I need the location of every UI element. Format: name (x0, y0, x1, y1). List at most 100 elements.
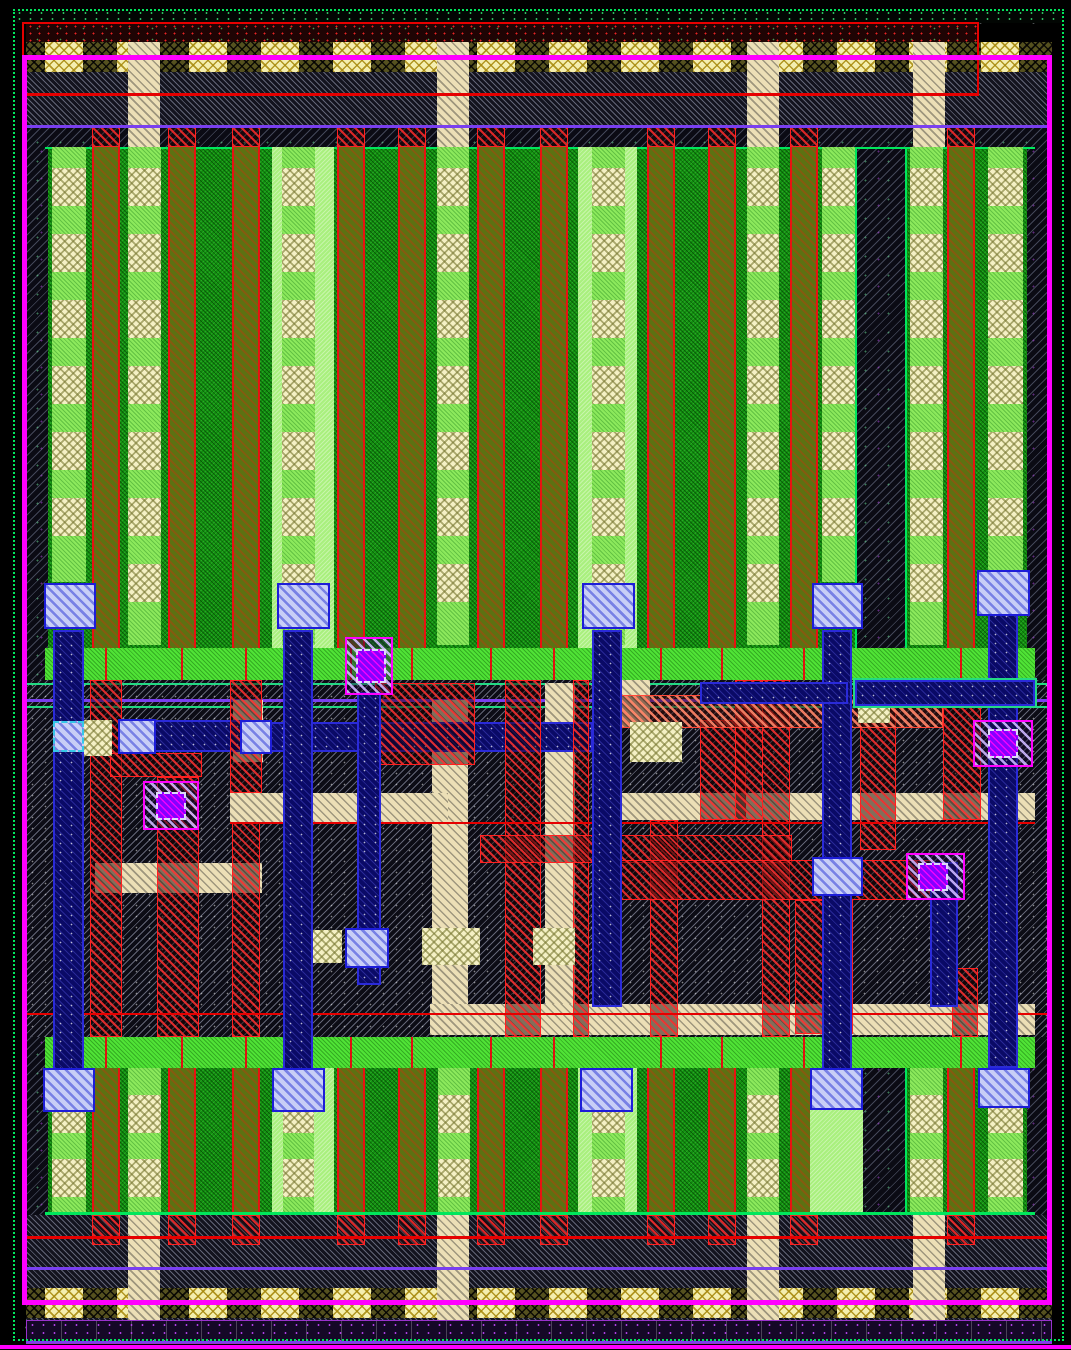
diffusion-contact[interactable] (128, 564, 161, 602)
boundary-poly-band[interactable] (26, 23, 978, 42)
poly-gate-line[interactable] (721, 648, 723, 681)
diffusion-contact[interactable] (988, 234, 1023, 272)
poly-gate-finger[interactable] (647, 147, 675, 648)
poly-gate-cap[interactable] (540, 1215, 568, 1245)
poly-gate-line[interactable] (803, 648, 805, 681)
diffusion-contact[interactable] (52, 234, 86, 272)
diffusion-guard-bar[interactable] (45, 1037, 1035, 1068)
diffusion-contact[interactable] (52, 1159, 86, 1197)
poly-gate-line[interactable] (803, 1037, 805, 1068)
metal2-wire[interactable] (592, 630, 622, 1007)
diffusion-contact[interactable] (822, 168, 855, 206)
diffusion-contact[interactable] (592, 432, 625, 470)
metal1-via-pad[interactable] (977, 570, 1030, 616)
poly-gate-finger[interactable] (337, 147, 365, 648)
metal1-via-pad[interactable] (810, 1068, 863, 1110)
poly-gate-line[interactable] (490, 648, 492, 681)
metal2-boundary-line[interactable] (26, 1341, 1052, 1343)
poly-gate-line[interactable] (660, 1037, 662, 1068)
poly-gate-finger[interactable] (168, 147, 196, 648)
diffusion-contact[interactable] (988, 1159, 1023, 1197)
metal1-via-pad[interactable] (44, 583, 96, 629)
metal1-via-pad[interactable] (277, 583, 330, 629)
metal1-via-pad-dotted[interactable] (53, 721, 84, 752)
metal2-wire[interactable] (700, 682, 848, 704)
poly-gate-line[interactable] (721, 1037, 723, 1068)
diffusion-contact[interactable] (910, 432, 943, 470)
metal2-boundary-line[interactable] (26, 125, 1052, 128)
diffusion-contact[interactable] (437, 366, 469, 404)
diffusion-contact[interactable] (822, 432, 855, 470)
diffusion-contact[interactable] (437, 498, 469, 536)
redpoly[interactable] (375, 683, 475, 765)
diffusion-contact[interactable] (282, 300, 315, 338)
diffusion-contact[interactable] (592, 366, 625, 404)
diffusion-contact[interactable] (533, 928, 575, 965)
diffusion-contact[interactable] (747, 234, 779, 272)
diffusion-contact[interactable] (128, 366, 161, 404)
poly-gate-line[interactable] (490, 1037, 492, 1068)
diffusion-contact[interactable] (822, 300, 855, 338)
diffusion-outline[interactable] (853, 678, 1037, 708)
poly-gate-finger[interactable] (708, 147, 736, 648)
diffusion-contact[interactable] (438, 1159, 470, 1197)
diffusion-contact[interactable] (910, 300, 943, 338)
poly-gate-finger[interactable] (477, 147, 505, 648)
diffusion-contact[interactable] (747, 432, 779, 470)
poly-gate-cap[interactable] (708, 1215, 736, 1245)
diffusion-contact[interactable] (128, 432, 161, 470)
diffusion-contact[interactable] (438, 1095, 470, 1133)
diffusion-contact[interactable] (747, 300, 779, 338)
diffusion-contact[interactable] (592, 498, 625, 536)
diffusion-edge-line[interactable] (45, 1212, 1035, 1215)
poly-gate-line[interactable] (181, 648, 183, 681)
diffusion-contact[interactable] (910, 564, 943, 602)
diffusion-contact[interactable] (128, 300, 161, 338)
metal2-wire[interactable] (822, 630, 852, 1070)
poly-gate-finger[interactable] (790, 147, 818, 648)
poly-gate-cap[interactable] (647, 1215, 675, 1245)
poly-gate-line[interactable] (553, 1037, 555, 1068)
diffusion-contact[interactable] (128, 168, 161, 206)
diffusion-contact[interactable] (988, 432, 1023, 470)
poly-contact-strap[interactable] (230, 793, 448, 823)
metal1-via-pad[interactable] (43, 1068, 95, 1112)
diffusion-contact[interactable] (283, 1159, 314, 1197)
pwell-contact-band[interactable] (26, 1320, 1052, 1344)
nwell-dot-band[interactable] (14, 10, 1063, 23)
poly-gate-line[interactable] (350, 1037, 352, 1068)
poly-gate-finger[interactable] (92, 147, 120, 648)
diffusion-contact[interactable] (988, 366, 1023, 404)
metal1-via-pad[interactable] (580, 1068, 633, 1112)
diffusion-contact[interactable] (52, 498, 86, 536)
diffusion-contact[interactable] (282, 168, 315, 206)
diffusion-edge-line[interactable] (905, 147, 907, 648)
diffusion-contact[interactable] (747, 366, 779, 404)
poly-gate-cap[interactable] (790, 1215, 818, 1245)
diffusion-guard-bar[interactable] (45, 648, 1035, 681)
poly-gate-line[interactable] (105, 1037, 107, 1068)
diffusion-contact[interactable] (128, 234, 161, 272)
metal1-via-pad[interactable] (345, 928, 389, 968)
poly-gate-finger[interactable] (947, 147, 975, 648)
metal1-via-pad[interactable] (118, 719, 156, 754)
metal2-wire[interactable] (283, 630, 313, 1070)
diffusion-edge-line[interactable] (855, 147, 857, 648)
cell-border[interactable] (22, 55, 1052, 1305)
diffusion-contact[interactable] (437, 234, 469, 272)
diffusion-contact[interactable] (592, 234, 625, 272)
diffusion-contact[interactable] (128, 1095, 161, 1133)
diffusion-contact[interactable] (437, 564, 469, 602)
diffusion-contact[interactable] (282, 432, 315, 470)
poly-gate-finger[interactable] (540, 147, 568, 648)
diffusion-contact[interactable] (52, 168, 86, 206)
diffusion-contact[interactable] (592, 1159, 625, 1197)
diffusion-contact[interactable] (910, 234, 943, 272)
via2-cut[interactable] (356, 649, 386, 683)
diffusion-contact[interactable] (822, 366, 855, 404)
poly-gate-finger[interactable] (232, 147, 260, 648)
diffusion-contact[interactable] (128, 498, 161, 536)
poly-boundary-line[interactable] (26, 1013, 1052, 1015)
metal2-wire[interactable] (53, 630, 84, 1070)
poly-gate-cap[interactable] (398, 1215, 426, 1245)
